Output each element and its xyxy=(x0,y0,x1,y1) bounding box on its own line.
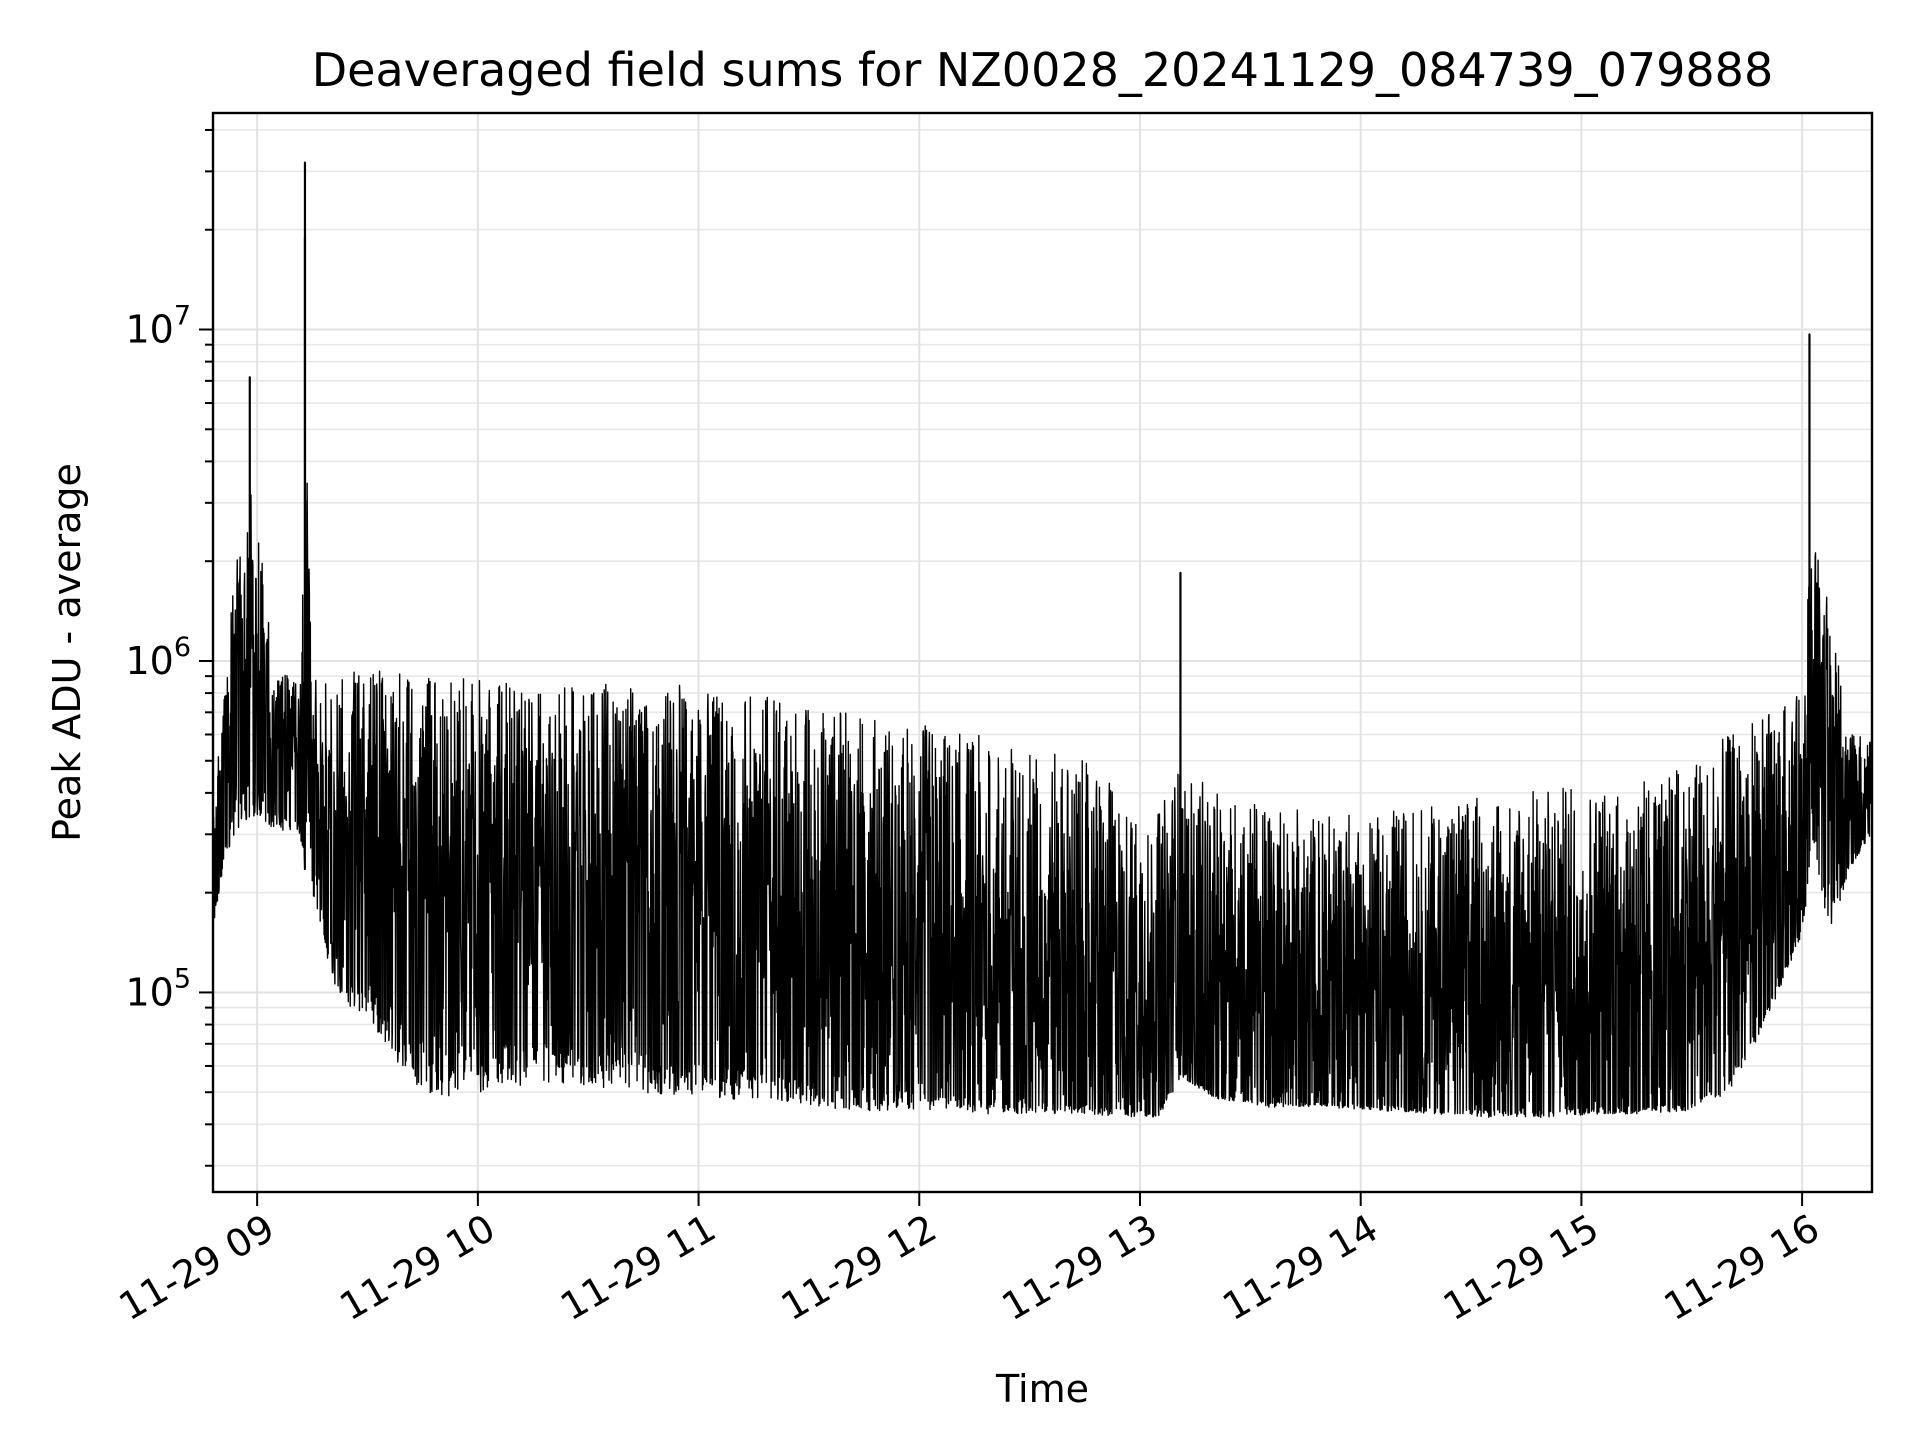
y-tick-exponent: 5 xyxy=(174,963,191,994)
y-tick-label: 107 xyxy=(125,301,191,352)
series-layer xyxy=(212,161,1873,1118)
y-tick-exponent: 7 xyxy=(174,301,191,332)
y-axis-label: Peak ADU - average xyxy=(45,463,89,842)
series-line xyxy=(212,161,1873,1118)
x-axis-label: Time xyxy=(995,1367,1089,1411)
y-tick-label: 106 xyxy=(125,632,191,683)
y-tick-base: 10 xyxy=(125,970,173,1014)
plot-frame xyxy=(211,111,1874,1194)
chart-title: Deaveraged field sums for NZ0028_2024112… xyxy=(312,43,1773,97)
y-tick-base: 10 xyxy=(125,308,173,352)
y-tick-exponent: 6 xyxy=(174,632,191,663)
y-tick-base: 10 xyxy=(125,639,173,683)
y-tick-label: 105 xyxy=(125,963,191,1014)
